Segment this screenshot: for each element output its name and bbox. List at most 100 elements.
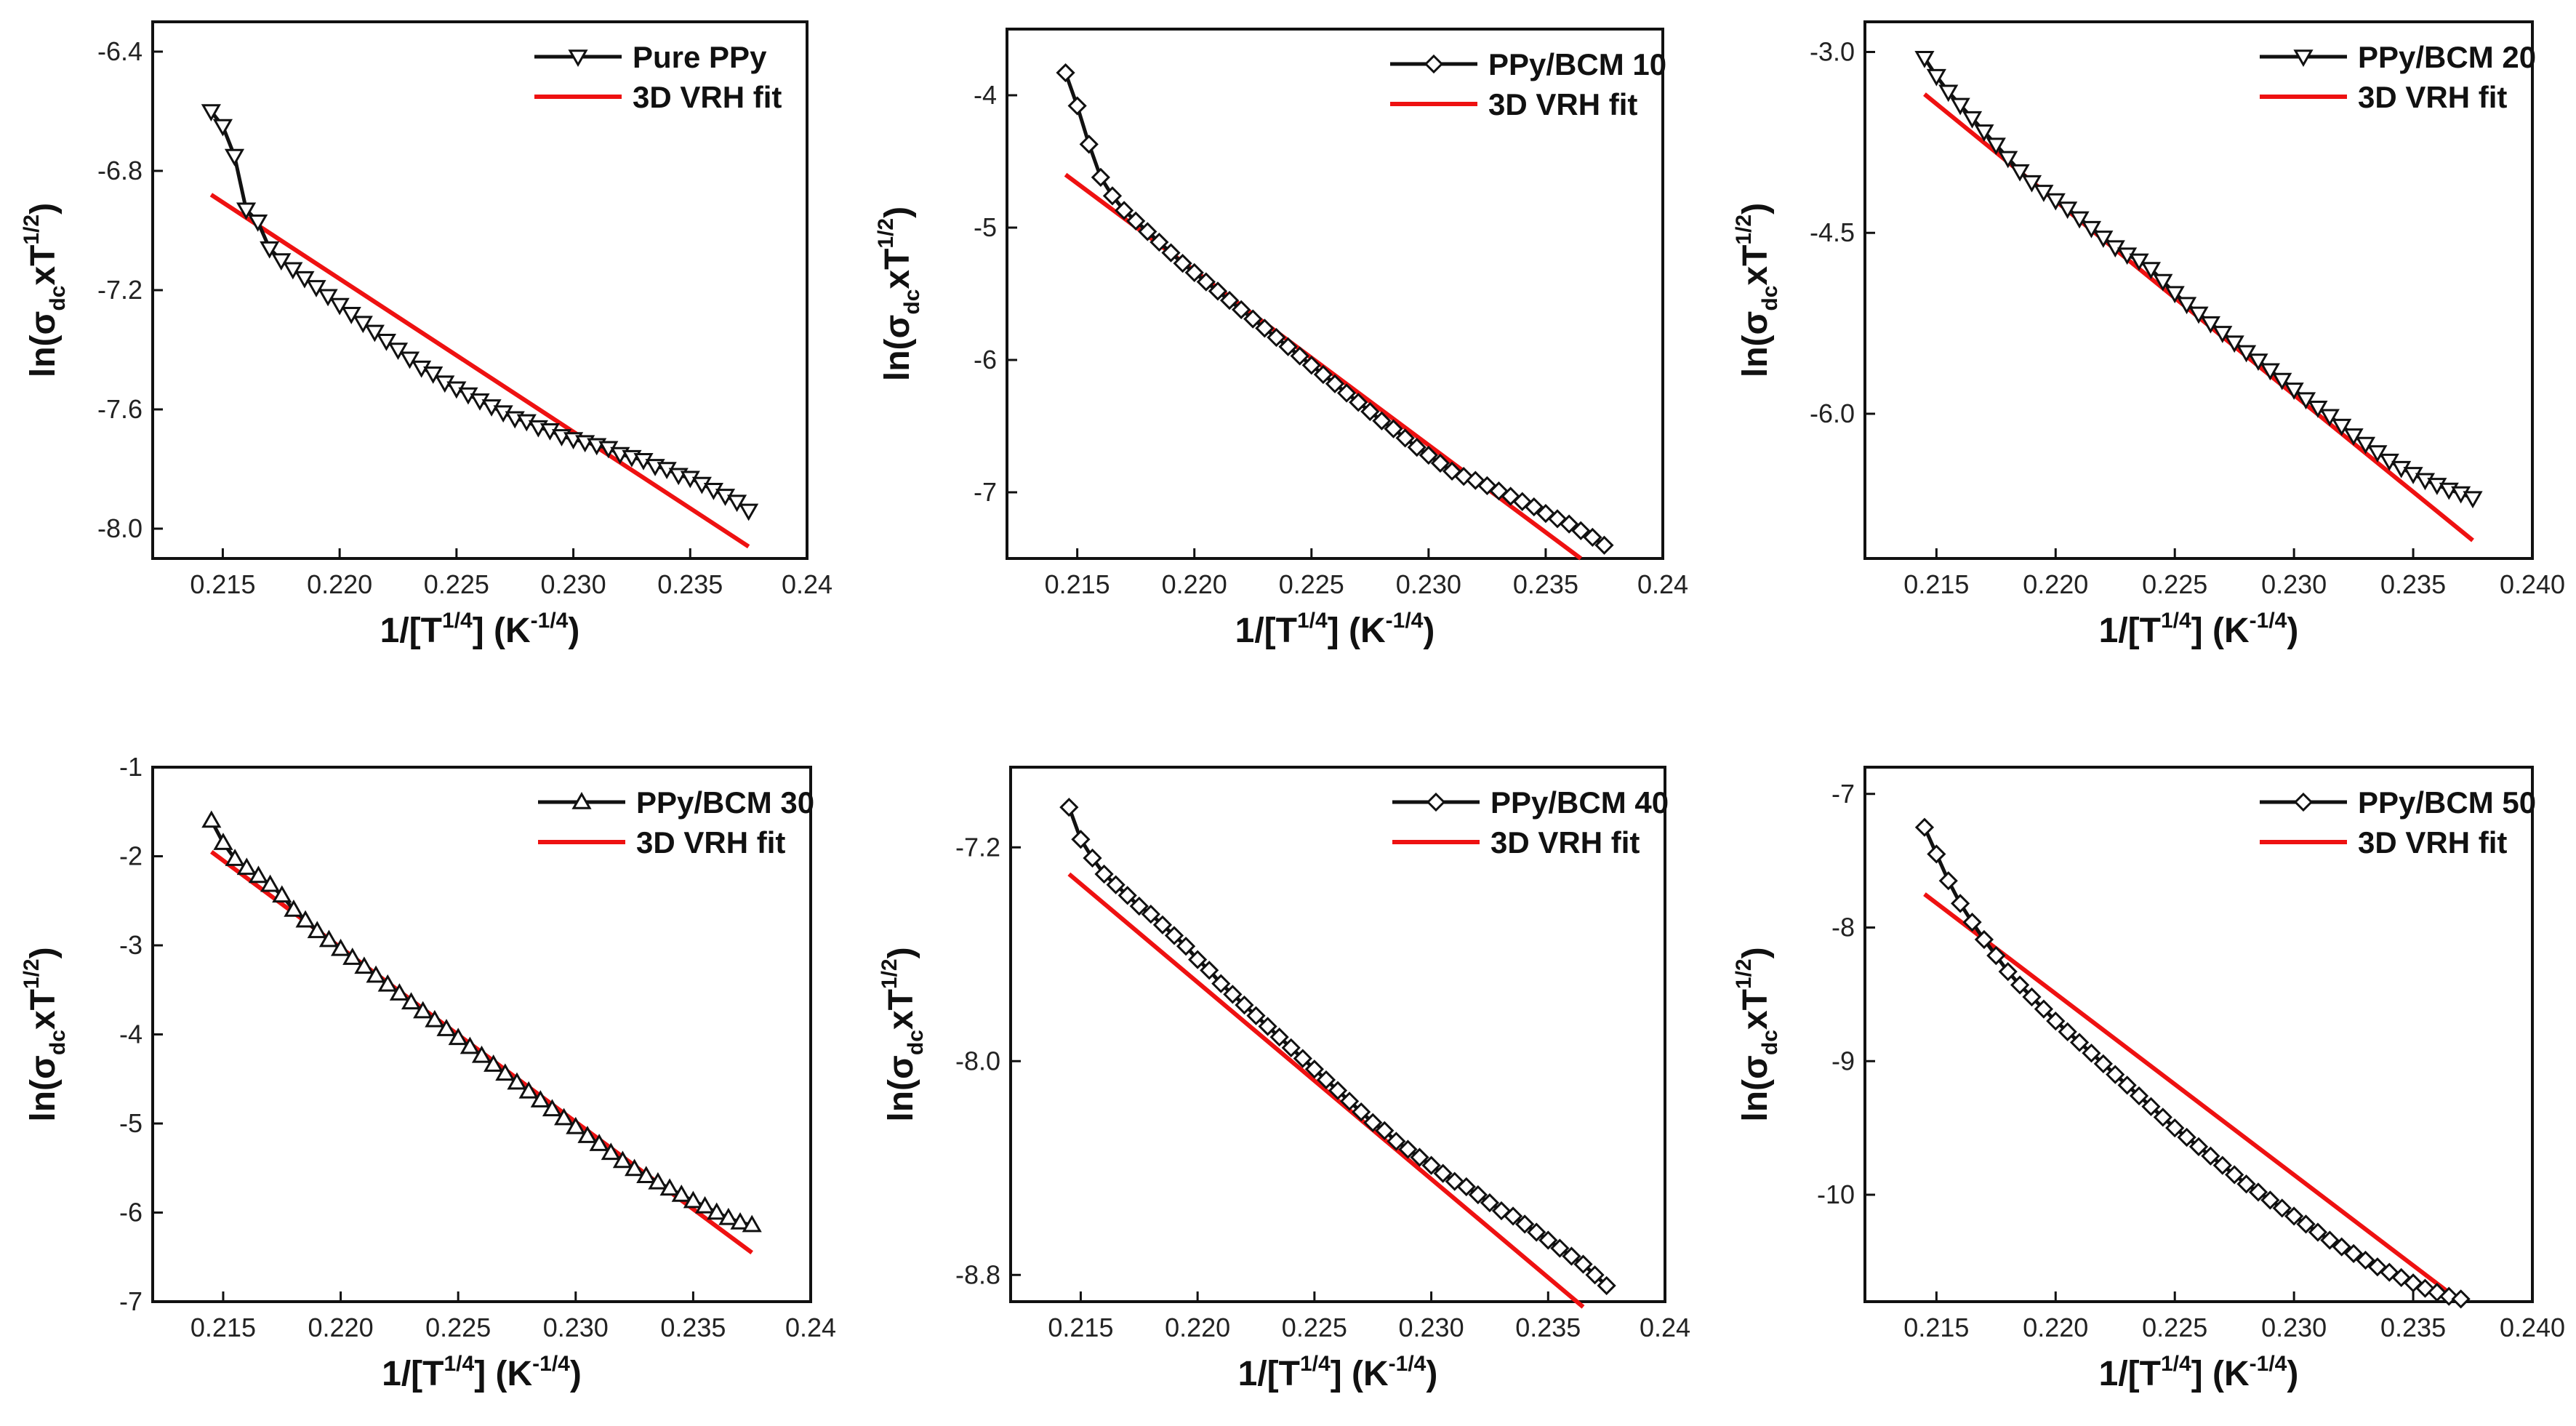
data-point bbox=[1375, 1121, 1395, 1140]
data-point bbox=[425, 1009, 445, 1028]
data-point bbox=[554, 1107, 574, 1126]
data-point bbox=[2140, 262, 2162, 280]
data-point bbox=[2046, 1012, 2066, 1031]
data-point bbox=[1547, 509, 1568, 529]
data-point bbox=[1950, 97, 1970, 116]
data-point bbox=[2248, 353, 2268, 372]
data-point bbox=[518, 1081, 539, 1099]
data-point bbox=[1102, 186, 1123, 206]
data-point bbox=[342, 948, 363, 965]
x-tick-label: 0.230 bbox=[541, 569, 606, 599]
data-point bbox=[542, 1099, 563, 1117]
data-point bbox=[589, 1134, 609, 1151]
data-point bbox=[1445, 1171, 1464, 1191]
x-tick-label: 0.240 bbox=[2500, 569, 2565, 599]
data-point bbox=[1986, 945, 2006, 966]
plot-frame bbox=[1863, 766, 2534, 1303]
legend-label-data: PPy/BCM 30 bbox=[636, 785, 814, 820]
data-point bbox=[2093, 231, 2114, 248]
x-axis-label: 1/[T1/4] (K-1/4) bbox=[2099, 609, 2299, 650]
data-point bbox=[2391, 1267, 2411, 1288]
data-point bbox=[1573, 1254, 1593, 1274]
data-point bbox=[730, 1211, 750, 1230]
data-point bbox=[2296, 1214, 2316, 1234]
legend-label-data: PPy/BCM 10 bbox=[1488, 47, 1666, 81]
data-point bbox=[1067, 96, 1087, 116]
legend-label-data: PPy/BCM 50 bbox=[2358, 785, 2536, 820]
x-tick-label: 0.225 bbox=[2142, 569, 2207, 599]
data-point bbox=[1349, 393, 1368, 412]
data-point bbox=[1938, 84, 1959, 103]
data-point bbox=[1363, 1113, 1383, 1132]
data-point bbox=[1325, 374, 1345, 393]
data-point bbox=[707, 1202, 727, 1220]
x-tick-label: 0.220 bbox=[2023, 569, 2088, 599]
y-tick-label: -1 bbox=[119, 752, 143, 782]
data-point bbox=[2165, 1118, 2185, 1138]
data-point bbox=[2295, 392, 2316, 410]
chart-panel-2: 0.215 0.220 0.225 0.230 0.235 0.24 -4 -5 -6 -7 1/[… bbox=[874, 28, 1688, 650]
legend-label-data: PPy/BCM 20 bbox=[2358, 40, 2536, 74]
data-point bbox=[2212, 326, 2233, 343]
data-point bbox=[1336, 383, 1357, 403]
legend-marker bbox=[1424, 54, 1444, 74]
data-point bbox=[1927, 844, 1946, 864]
data-point bbox=[1466, 470, 1485, 490]
data-point bbox=[530, 1090, 550, 1107]
data-point bbox=[1536, 503, 1556, 524]
data-point bbox=[2367, 445, 2388, 463]
data-point bbox=[1430, 453, 1450, 473]
data-line bbox=[209, 110, 750, 513]
data-point bbox=[1138, 222, 1157, 241]
data-point bbox=[1387, 1131, 1406, 1151]
data-point bbox=[388, 343, 409, 361]
data-point bbox=[495, 1063, 515, 1081]
data-point bbox=[2153, 1107, 2172, 1127]
data-point bbox=[330, 938, 351, 956]
data-point bbox=[1562, 1246, 1581, 1266]
data-point bbox=[318, 929, 339, 948]
legend-marker bbox=[2293, 49, 2314, 68]
data-point bbox=[1316, 1070, 1336, 1090]
data-point bbox=[2343, 1243, 2364, 1263]
y-tick-label: -7.2 bbox=[955, 832, 1000, 862]
data-point bbox=[739, 503, 759, 521]
x-tick-label: 0.215 bbox=[1048, 1313, 1113, 1342]
data-point bbox=[354, 956, 374, 974]
legend-marker bbox=[571, 791, 592, 809]
data-point bbox=[1232, 300, 1251, 319]
data-point bbox=[306, 280, 326, 297]
data-point bbox=[2082, 1044, 2101, 1063]
data-point bbox=[353, 316, 373, 334]
legend-label-fit: 3D VRH fit bbox=[2358, 80, 2507, 114]
data-point bbox=[1290, 346, 1309, 366]
x-tick-label: 0.215 bbox=[1045, 569, 1110, 599]
data-point bbox=[1235, 995, 1254, 1015]
data-point bbox=[2106, 1065, 2125, 1084]
chart-panel-6: 0.215 0.220 0.225 0.230 0.235 0.240 -7 -8 -9 -10 1… bbox=[1732, 766, 2565, 1393]
data-point bbox=[1594, 535, 1614, 555]
data-point bbox=[1328, 1081, 1348, 1100]
data-point bbox=[2356, 1250, 2375, 1270]
data-point bbox=[1974, 929, 1994, 950]
data-point bbox=[2069, 1033, 2090, 1052]
x-tick-label: 0.215 bbox=[1903, 569, 1969, 599]
data-point bbox=[389, 983, 409, 1001]
data-point bbox=[1106, 875, 1126, 894]
data-point bbox=[2427, 1283, 2447, 1302]
y-tick-label: -4 bbox=[119, 1020, 143, 1049]
x-tick-label: 0.230 bbox=[2261, 569, 2327, 599]
plot-frame bbox=[1863, 20, 2534, 560]
data-point bbox=[1585, 1265, 1605, 1285]
data-point bbox=[1246, 1006, 1266, 1025]
y-tick-label: -7.6 bbox=[97, 394, 143, 424]
data-point bbox=[1267, 327, 1286, 348]
data-point bbox=[2236, 345, 2257, 363]
data-point bbox=[1454, 467, 1474, 486]
y-tick-label: -8.0 bbox=[97, 513, 143, 543]
x-tick-label: 0.215 bbox=[190, 1313, 256, 1342]
x-axis-label: 1/[T1/4] (K-1/4) bbox=[380, 609, 580, 650]
data-point bbox=[2343, 428, 2364, 446]
data-point bbox=[742, 1214, 762, 1233]
data-point bbox=[2319, 409, 2340, 427]
